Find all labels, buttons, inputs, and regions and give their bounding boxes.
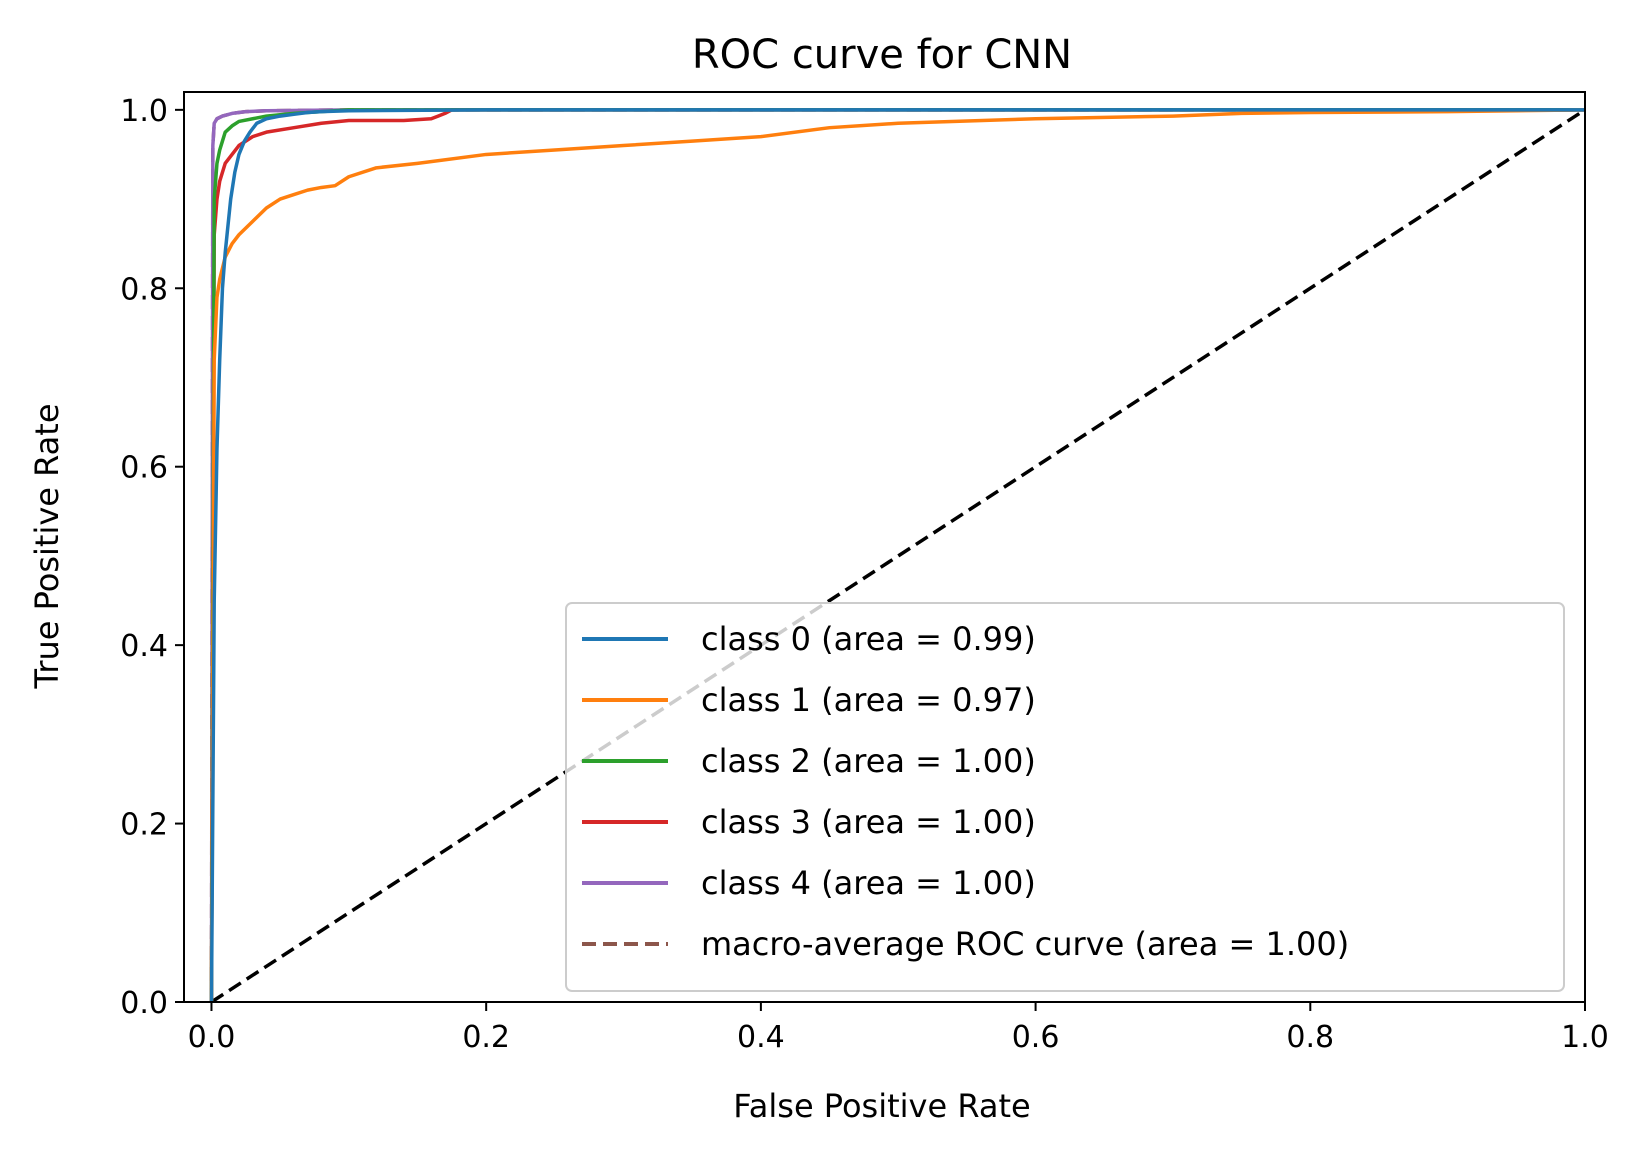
legend-label: class 3 (area = 1.00) [701, 803, 1036, 841]
legend-label: class 4 (area = 1.00) [701, 864, 1036, 902]
legend-label: class 0 (area = 0.99) [701, 620, 1036, 658]
y-tick-label: 0.8 [120, 272, 168, 307]
x-tick-label: 0.4 [737, 1020, 785, 1055]
y-axis-label: True Positive Rate [28, 403, 66, 689]
x-tick-label: 1.0 [1561, 1020, 1609, 1055]
axes-frame [183, 91, 1586, 1003]
chart-title: ROC curve for CNN [692, 32, 1072, 78]
legend-label: class 1 (area = 0.97) [701, 681, 1036, 719]
y-tick-label: 0.2 [120, 808, 168, 843]
y-axis-ticks: 0.0 0.2 0.4 0.6 0.8 1.0 [120, 94, 184, 1021]
x-tick-label: 0.2 [462, 1020, 510, 1055]
y-tick-label: 0.6 [120, 451, 168, 486]
x-axis-ticks: 0.0 0.2 0.4 0.6 0.8 1.0 [188, 1002, 1609, 1055]
plot-area [209, 108, 1585, 1002]
legend-label: macro-average ROC curve (area = 1.00) [701, 925, 1349, 963]
x-tick-label: 0.6 [1012, 1020, 1060, 1055]
axes: 0.0 0.2 0.4 0.6 0.8 1.0 0.0 0.2 0.4 0.6 0.8 1.0 [120, 91, 1609, 1055]
x-tick-label: 0.0 [188, 1020, 236, 1055]
y-tick-label: 0.0 [120, 986, 168, 1021]
x-tick-label: 0.8 [1286, 1020, 1334, 1055]
series-line-1 [209, 108, 1585, 1002]
x-axis-label: False Positive Rate [733, 1087, 1030, 1125]
legend-box [565, 602, 1565, 992]
y-tick-label: 0.4 [120, 629, 168, 664]
legend: class 0 (area = 0.99) class 1 (area = 0.9… [565, 602, 1565, 992]
y-tick-label: 1.0 [120, 94, 168, 129]
series-line-0 [209, 108, 1585, 1002]
legend-label: class 2 (area = 1.00) [701, 742, 1036, 780]
